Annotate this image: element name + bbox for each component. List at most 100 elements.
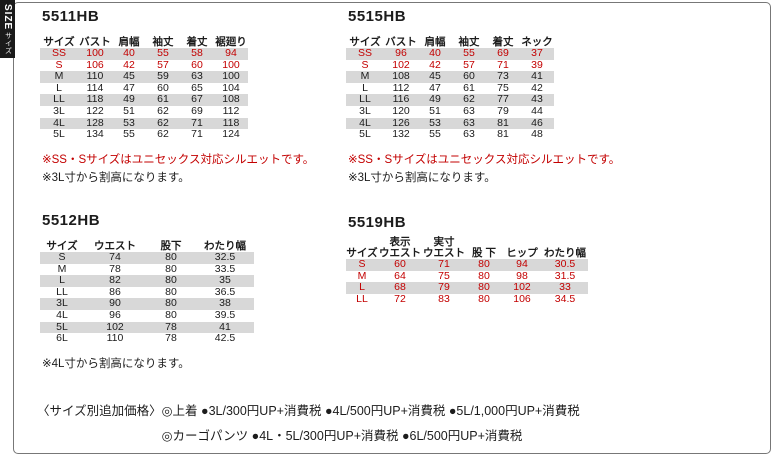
table-cell: 3L <box>359 105 371 117</box>
table-cell: 42.5 <box>214 333 236 345</box>
table-cell: 120 <box>392 105 410 117</box>
table-cell: 134 <box>86 129 104 141</box>
table-cell: 44 <box>531 105 543 117</box>
table-cell: 61 <box>146 94 180 106</box>
table-cell: 128 <box>78 117 112 130</box>
table-note: ※3L寸から割高になります。 <box>348 171 496 184</box>
column-header: ネック <box>521 35 553 48</box>
table-cell: 62 <box>146 117 180 130</box>
table-row: 3L 122 51 62 69 112 <box>40 106 248 118</box>
size-block-5515hb: 5515HB サイズ バスト 肩幅 袖丈 着丈 ネック SS 96 40 55 69 37 S 102 42… <box>346 8 620 187</box>
table-cell: 77 <box>486 94 520 106</box>
table-cell: 100 <box>222 59 240 71</box>
table-cell: 60 <box>452 71 486 83</box>
table-row: SS 100 40 55 58 94 <box>40 48 248 60</box>
table-cell: 4L <box>56 309 68 321</box>
column-header: バスト <box>385 35 417 48</box>
table-row: L 68 79 80 102 33 <box>346 282 588 294</box>
column-header: 裾廻り <box>215 35 247 48</box>
column-header: ヒップ <box>506 246 538 259</box>
table-cell: 63 <box>463 129 475 141</box>
table-cell: 5L <box>359 129 371 141</box>
table-cell: S <box>346 259 378 271</box>
table-cell: 80 <box>478 293 490 305</box>
price-line-cargo-pants: ◎カーゴパンツ ●4L・5L/300円UP+消費税 ●6L/500円UP+消費税 <box>161 429 523 443</box>
table-cell: L <box>346 282 378 294</box>
table-cell: 49 <box>418 94 452 106</box>
table-cell: 78 <box>165 333 177 345</box>
table-row: LL 116 49 62 77 43 <box>346 94 554 106</box>
size-price-note-lines: ◎上着 ●3L/300円UP+消費税 ●4L/500円UP+消費税 ●5L/1,… <box>162 399 580 449</box>
size-tab-label-en: SIZE <box>2 4 13 31</box>
table-cell: 63 <box>180 71 214 83</box>
table-cell: 104 <box>222 82 240 94</box>
table-row: L 114 47 60 65 104 <box>40 83 248 95</box>
table-cell: 42 <box>123 59 135 71</box>
table-cell: 45 <box>112 71 146 83</box>
table-cell: 81 <box>497 129 509 141</box>
table-notes: ※4L寸から割高になります。 <box>42 355 254 373</box>
table-cell: 57 <box>157 59 169 71</box>
table-cell: 86 <box>109 286 121 298</box>
table-cell: 31.5 <box>554 270 576 282</box>
table-cell: 42 <box>429 59 441 71</box>
column-header: 着丈 <box>492 35 514 48</box>
table-cell: 78 <box>109 263 121 275</box>
table-cell: 60 <box>191 59 203 71</box>
table-cell: 102 <box>392 59 410 71</box>
table-cell: 45 <box>418 71 452 83</box>
column-header: バスト <box>79 35 111 48</box>
table-cell: LL <box>356 293 368 305</box>
table-note: ※SS・Sサイズはユニセックス対応シルエットです。 <box>42 153 315 166</box>
table-cell: 124 <box>222 129 240 141</box>
table-row: M 108 45 60 73 41 <box>346 71 554 83</box>
table-cell: SS <box>346 48 384 60</box>
table-cell: 55 <box>123 129 135 141</box>
table-row: S 102 42 57 71 39 <box>346 60 554 72</box>
table-cell: 61 <box>463 82 475 94</box>
table-row: 4L 126 53 63 81 46 <box>346 117 554 130</box>
table-note: ※SS・Sサイズはユニセックス対応シルエットです。 <box>348 153 621 166</box>
table-cell: 4L <box>346 117 384 130</box>
column-header: サイズ <box>346 246 378 259</box>
table-cell: 118 <box>214 117 248 130</box>
size-block-5519hb: 5519HB サイズ 表示 ウエスト 実寸 ウエスト股 下ヒップ わたり幅 S 60 71 8… <box>346 214 588 315</box>
table-row: 5L 102 78 41 <box>40 321 254 334</box>
table-cell: SS <box>40 48 78 60</box>
table-row: 3L 120 51 63 79 44 <box>346 106 554 118</box>
table-notes: ※SS・Sサイズはユニセックス対応シルエットです。 ※3L寸から割高になります。 <box>348 151 620 187</box>
table-row: SS 96 40 55 69 37 <box>346 48 554 60</box>
size-tab: SIZE サイズ <box>0 0 15 58</box>
table-cell: 102 <box>84 321 146 334</box>
table-cell: M <box>346 71 384 83</box>
table-cell: 5L <box>40 321 84 334</box>
size-table: サイズ ウエスト 股下 わたり幅 S 74 80 32.5 M 78 80 33.5 L 82 80 35 LL… <box>40 239 254 345</box>
table-cell: 68 <box>378 282 422 294</box>
table-row: 5L 134 55 62 71 124 <box>40 129 248 141</box>
table-cell: 80 <box>146 275 196 287</box>
page-frame <box>13 2 771 454</box>
table-cell: 4L <box>40 117 78 130</box>
table-cell: 78 <box>146 321 196 334</box>
table-cell: 79 <box>497 105 509 117</box>
table-cell: 118 <box>78 94 112 106</box>
table-cell: M <box>357 270 367 282</box>
column-header: サイズ <box>349 35 381 48</box>
table-row: M 110 45 59 63 100 <box>40 71 248 83</box>
column-header: わたり幅 <box>204 239 246 252</box>
table-row: 4L 96 80 39.5 <box>40 310 254 322</box>
size-table: サイズ バスト 肩幅 袖丈 着丈 裾廻り SS 100 40 55 58 94 S 106 42 57 60 10… <box>40 35 248 141</box>
column-header: 股 下 <box>472 246 496 259</box>
table-cell: LL <box>40 94 78 106</box>
table-cell: 51 <box>123 105 135 117</box>
column-header: 袖丈 <box>458 35 480 48</box>
price-line-jacket: ◎上着 ●3L/300円UP+消費税 ●4L/500円UP+消費税 ●5L/1,… <box>161 404 580 418</box>
table-title: 5511HB <box>42 8 100 25</box>
size-table: サイズ バスト 肩幅 袖丈 着丈 ネック SS 96 40 55 69 37 S 102 42 57 71 39 M… <box>346 35 554 141</box>
table-cell: 106 <box>513 293 531 305</box>
table-cell: S <box>40 252 84 264</box>
table-cell: 112 <box>392 82 410 94</box>
table-cell: 75 <box>438 270 450 282</box>
table-cell: 51 <box>429 105 441 117</box>
